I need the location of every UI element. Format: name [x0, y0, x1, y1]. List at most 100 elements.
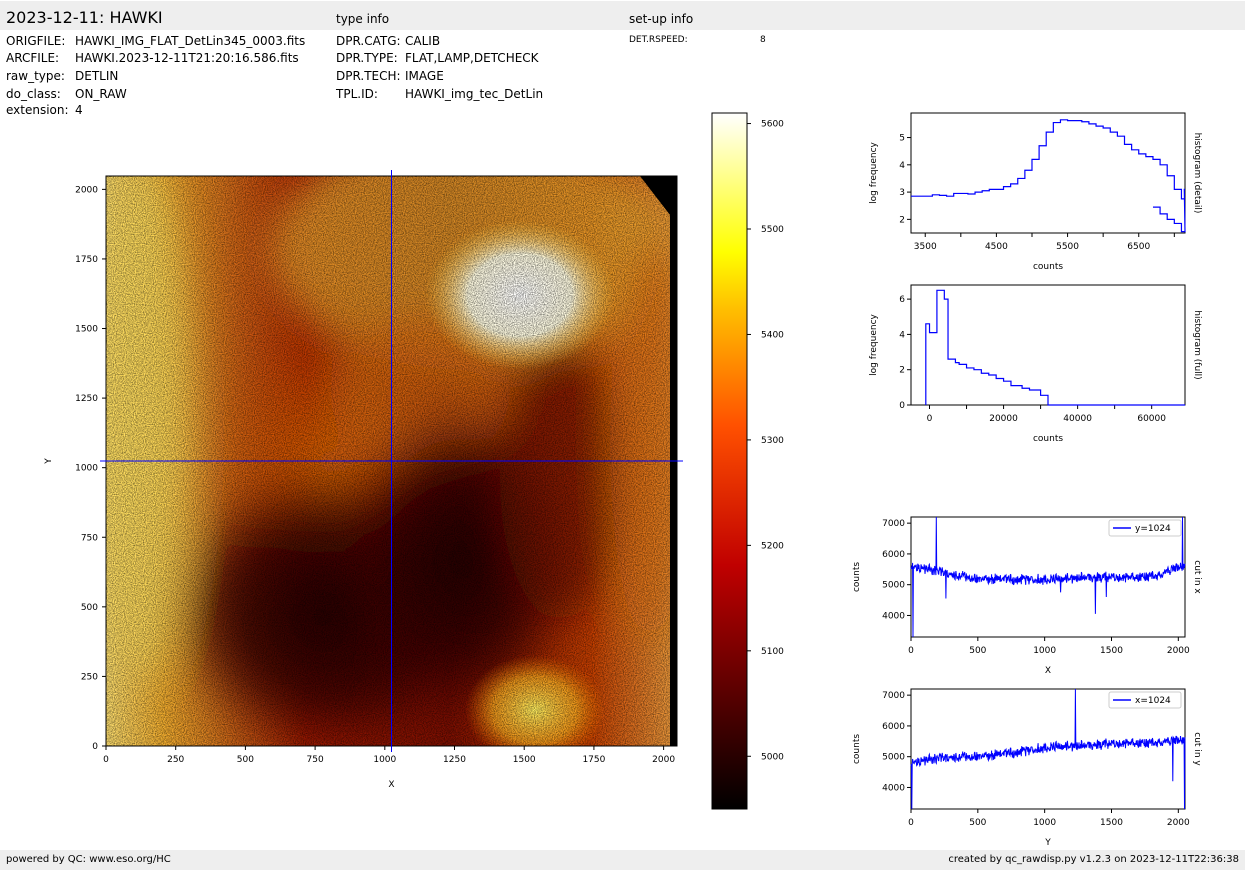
- x-axis-label: X: [388, 780, 394, 790]
- y-tick-label: 7000: [882, 691, 905, 701]
- y-axis-label: counts: [852, 562, 862, 592]
- x-tick-label: 500: [969, 818, 986, 828]
- x-tick-label: 40000: [1063, 414, 1092, 424]
- histogram-detail-line: [911, 119, 1185, 200]
- x-tick-label: 0: [908, 818, 914, 828]
- type-info-key: DPR.CATG:: [336, 34, 401, 48]
- y-tick-label: 0: [92, 742, 98, 752]
- x-tick-label: 4500: [985, 242, 1008, 252]
- y-tick-label: 4000: [882, 611, 905, 621]
- setup-info-title: set-up info: [629, 12, 694, 26]
- header-band: [0, 1, 1245, 30]
- x-tick-label: 6500: [1127, 242, 1150, 252]
- colorbar-tick-label: 5600: [761, 120, 784, 130]
- y-tick-label: 6: [899, 295, 905, 305]
- y-tick-label: 5000: [882, 753, 905, 763]
- file-info-value: HAWKI.2023-12-11T21:20:16.586.fits: [75, 51, 299, 65]
- footer-right: created by qc_rawdisp.py v1.2.3 on 2023-…: [948, 854, 1239, 865]
- x-tick-label: 500: [237, 755, 254, 765]
- colorbar-tick-label: 5400: [761, 330, 784, 340]
- y-tick-label: 750: [81, 533, 98, 543]
- type-info-key: DPR.TYPE:: [336, 51, 398, 65]
- x-tick-label: 1000: [1033, 646, 1056, 656]
- histogram-full-frame: [910, 284, 1186, 406]
- y-tick-label: 250: [81, 672, 98, 682]
- x-tick-label: 2000: [652, 755, 675, 765]
- x-tick-label: 2000: [1167, 646, 1190, 656]
- y-tick-label: 1250: [75, 394, 98, 404]
- histogram-full: 0 20000 40000 60000 0 2 4 6 counts log frequency h…: [869, 284, 1202, 444]
- y-tick-label: 2: [899, 215, 905, 225]
- y-tick-label: 4: [899, 330, 905, 340]
- type-info-value: IMAGE: [405, 69, 444, 83]
- y-tick-label: 1500: [75, 325, 98, 335]
- histogram-detail: 3500 4500 5500 6500 2 3 4 5 counts log frequency h…: [869, 112, 1202, 272]
- y-tick-label: 3: [899, 188, 905, 198]
- legend-label: y=1024: [1135, 524, 1171, 534]
- file-info-value: ON_RAW: [75, 87, 127, 101]
- y-tick-label: 6000: [882, 550, 905, 560]
- legend-label: x=1024: [1135, 696, 1171, 706]
- x-tick-label: 60000: [1137, 414, 1166, 424]
- side-label: histogram (detail): [1192, 133, 1202, 214]
- x-tick-label: 1500: [1100, 646, 1123, 656]
- colorbar-tick-label: 5300: [761, 436, 784, 446]
- x-tick-label: 750: [307, 755, 324, 765]
- type-info-key: TPL.ID:: [336, 87, 378, 101]
- x-axis-label: counts: [1033, 262, 1063, 272]
- detector-image: [106, 176, 677, 746]
- x-tick-label: 0: [908, 646, 914, 656]
- type-info-value: HAWKI_img_tec_DetLin: [405, 87, 544, 101]
- file-info-value: 4: [75, 103, 83, 117]
- y-tick-label: 2000: [75, 185, 98, 195]
- x-tick-label: 250: [167, 755, 184, 765]
- colorbar-tick-label: 5000: [761, 752, 784, 762]
- x-tick-label: 1500: [513, 755, 536, 765]
- type-info-key: DPR.TECH:: [336, 69, 401, 83]
- x-axis-label: X: [1045, 666, 1051, 676]
- type-info-value: CALIB: [405, 34, 441, 48]
- y-axis-label: log frequency: [869, 313, 879, 375]
- side-label: cut in y: [1192, 732, 1202, 766]
- type-info-title: type info: [336, 12, 390, 26]
- x-tick-label: 5500: [1056, 242, 1079, 252]
- y-tick-label: 7000: [882, 519, 905, 529]
- y-tick-label: 500: [81, 603, 98, 613]
- file-info-key: do_class:: [6, 87, 61, 101]
- file-info-key: extension:: [6, 103, 69, 117]
- y-tick-label: 5: [899, 134, 905, 144]
- file-info-key: ARCFILE:: [6, 51, 60, 65]
- x-tick-label: 1250: [443, 755, 466, 765]
- x-axis-label: counts: [1033, 434, 1063, 444]
- cut-in-y-legend: [1108, 691, 1182, 709]
- x-tick-label: 1000: [1033, 818, 1056, 828]
- y-axis-label: counts: [852, 734, 862, 764]
- y-axis-label: Y: [44, 458, 54, 465]
- footer-left: powered by QC: www.eso.org/HC: [6, 854, 171, 865]
- x-tick-label: 1000: [373, 755, 396, 765]
- y-tick-label: 4000: [882, 783, 905, 793]
- histogram-full-line: [925, 289, 1185, 406]
- y-tick-label: 1750: [75, 255, 98, 265]
- x-tick-label: 1750: [582, 755, 605, 765]
- histogram-detail-frame: [910, 112, 1186, 234]
- histogram-detail-tail: [1152, 188, 1186, 233]
- cut-in-y-line: [910, 688, 1186, 810]
- setup-info-value: 8: [760, 35, 766, 45]
- colorbar-tick-label: 5100: [761, 647, 784, 657]
- x-tick-label: 500: [969, 646, 986, 656]
- y-tick-label: 2: [899, 366, 905, 376]
- footer-band: [0, 850, 1245, 870]
- x-tick-label: 1500: [1100, 818, 1123, 828]
- y-tick-label: 1000: [75, 464, 98, 474]
- cut-in-x-line: [910, 516, 1186, 638]
- y-tick-label: 6000: [882, 722, 905, 732]
- page-title: 2023-12-11: HAWKI: [6, 8, 163, 27]
- x-tick-label: 20000: [989, 414, 1018, 424]
- x-tick-label: 2000: [1167, 818, 1190, 828]
- x-axis-label: Y: [1044, 838, 1051, 848]
- colorbar-tick-label: 5500: [761, 225, 784, 235]
